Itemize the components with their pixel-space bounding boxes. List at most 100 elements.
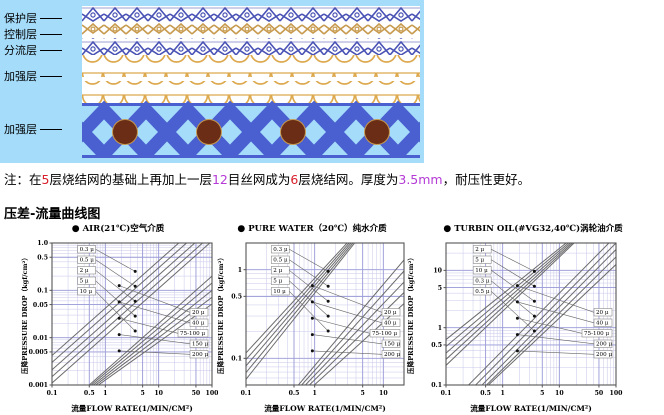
tick-labels: 0.1 0.5 1 5 10 50 100 10 5 1 0.5 0.1	[431, 268, 623, 397]
curve-75-100-	[304, 281, 404, 385]
chart-pure-water: ● PURE WATER（20℃）纯水介质 0.1 0.5 1 5 10 1 0.5 0.1 0…	[214, 222, 410, 415]
layer-label-1: 控制层	[4, 26, 62, 42]
y-tick-label: 0.05	[33, 302, 48, 309]
plot-background	[52, 243, 212, 385]
callout-marker	[326, 284, 330, 288]
leader-line	[40, 33, 62, 35]
x-tick-label: 5	[140, 390, 144, 397]
y-tick-label: 0.1	[231, 356, 242, 363]
callout-box	[77, 245, 96, 254]
callout-marker	[310, 300, 314, 304]
callout-group-left: 2 μ 5 μ 10 μ 0.3 μ 0.5 μ	[472, 245, 536, 333]
chart-turbin-oil-title-text: TURBIN OIL(#VG32,40℃)涡轮油介质	[454, 224, 623, 234]
callout-marker	[515, 300, 519, 304]
callout-marker	[133, 284, 137, 288]
callout-label: 0.3 μ	[273, 247, 288, 253]
chart-pure-water-title: ● PURE WATER（20℃）纯水介质	[214, 222, 410, 234]
curve-20-	[467, 243, 610, 385]
curve-20-	[297, 259, 404, 385]
callout-leader	[491, 259, 535, 287]
axis-frame	[51, 242, 213, 386]
wire-cross-section	[196, 119, 222, 145]
x-tick-label: 1	[501, 390, 505, 397]
callout-marker	[326, 314, 330, 318]
y-tick-label: 0.005	[29, 349, 48, 356]
callout-marker	[532, 314, 536, 318]
wire-cross-section	[112, 119, 138, 145]
callout-leader	[517, 285, 595, 313]
x-tick-label: 10	[555, 390, 564, 397]
callout-marker	[133, 269, 137, 273]
wire-cross-section	[364, 119, 390, 145]
callout-label: 40 μ	[192, 321, 205, 327]
y-tick-label: 0.1	[431, 382, 442, 389]
x-axis-label: 流量FLOW RATE(1/MIN/CM²)	[470, 403, 592, 413]
x-tick-label: 5	[540, 390, 544, 397]
note-line: 注：在5层烧结网的基础上再加上一层12目丝网成为6层烧结网。厚度为3.5mm，耐…	[4, 169, 660, 188]
note-number-6: 6	[290, 172, 299, 187]
curve-10-	[246, 243, 356, 380]
callout-marker	[117, 316, 121, 320]
callout-box	[270, 255, 290, 264]
curve-0-5-	[446, 243, 570, 347]
callout-leader	[491, 249, 535, 272]
callout-marker	[117, 300, 121, 304]
bullet-icon: ●	[71, 224, 80, 234]
callout-marker	[515, 284, 519, 288]
callout-label: 10 μ	[80, 289, 93, 295]
chart-air-title-text: AIR(21℃)空气介质	[82, 224, 165, 234]
callout-label: 10 μ	[475, 268, 488, 274]
callout-group-right: 20 μ 40 μ 75-100 μ 150 μ 200 μ	[117, 284, 208, 359]
note-number-12: 12	[211, 172, 228, 187]
callout-label: 0.5 μ	[273, 258, 288, 264]
callout-label: 2 μ	[475, 247, 484, 253]
layer-label-text: 加强层	[4, 70, 37, 83]
chart-turbin-oil: ● TURBIN OIL(#VG32,40℃)涡轮油介质 0.1 0.5 1 5 10 5…	[404, 222, 662, 415]
callout-leader	[95, 259, 136, 287]
reinforcement-loop-row-bottom	[82, 81, 420, 103]
chart-turbin-oil-title: ● TURBIN OIL(#VG32,40℃)涡轮油介质	[404, 222, 662, 234]
x-tick-label: 50	[192, 390, 201, 397]
curve-series-group	[246, 243, 404, 385]
callout-marker	[310, 333, 314, 337]
callout-label: 75-100 μ	[372, 331, 397, 337]
y-tick-label: 5	[438, 285, 442, 292]
axis-frame	[445, 242, 617, 386]
tick-labels: 0.1 0.5 1 5 10 50 100 1.0 0.5 0.1 0.05 0.01 0.005 0.0…	[29, 240, 218, 397]
callout-leader	[312, 285, 383, 313]
callout-box	[270, 287, 290, 296]
y-tick-label: 1	[438, 325, 442, 332]
curve-2-	[446, 243, 572, 354]
axis-frame	[245, 242, 405, 386]
note-thickness: 3.5mm	[398, 172, 443, 187]
callout-leader	[119, 285, 191, 313]
callout-leader	[491, 280, 535, 317]
distribution-layer	[82, 38, 420, 55]
callout-label: 0.3 μ	[475, 279, 490, 285]
curve-150-	[308, 292, 404, 385]
callout-marker	[117, 333, 121, 337]
layer-label-text: 保护层	[4, 12, 37, 25]
callout-group-right: 20 μ 40 μ 75-100 μ 200 μ 200 μ	[515, 284, 612, 359]
chart-turbin-oil-canvas: 0.1 0.5 1 5 10 50 100 10 5 1 0.5 0.1 2 μ 5 μ 10 μ 0.3 μ…	[404, 237, 662, 413]
callout-label: 20 μ	[596, 310, 609, 316]
callout-box	[77, 255, 96, 264]
curve-40-	[474, 243, 616, 385]
curve-200-	[487, 264, 616, 385]
callout-leader	[312, 350, 383, 355]
chart-air: ● AIR(21℃)空气介质 0.1 0.5 1 5 10 50 100 1.0 0.5 0.1 0…	[18, 222, 218, 415]
callout-label: 20 μ	[384, 310, 397, 316]
bullet-icon: ●	[237, 224, 246, 234]
callout-marker	[532, 284, 536, 288]
callout-label: 2 μ	[80, 268, 89, 274]
callout-leader	[312, 301, 383, 324]
layer-label-0: 保护层	[4, 10, 62, 26]
protective-layer	[82, 6, 420, 23]
y-axis-label: 压降PRESSURE DROP（kgf/cm²）	[406, 254, 415, 374]
x-tick-label: 0.1	[47, 390, 58, 397]
callout-label: 200 μ	[384, 352, 400, 358]
chart-air-canvas: 0.1 0.5 1 5 10 50 100 1.0 0.5 0.1 0.05 0.01 0.005 0.0…	[18, 237, 218, 413]
curve-5-	[246, 243, 354, 373]
callout-label: 2 μ	[273, 268, 282, 274]
x-tick-label: 0.5	[480, 390, 491, 397]
